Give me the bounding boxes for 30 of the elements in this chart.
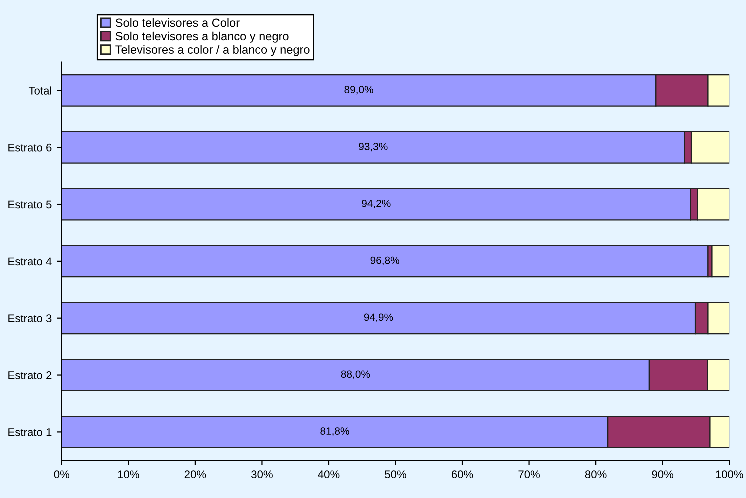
- data-label: 96,8%: [370, 256, 400, 266]
- x-tick-label: 100%: [716, 470, 744, 479]
- x-tick-label: 20%: [184, 470, 206, 479]
- y-tick-label: Estrato 2: [8, 372, 52, 380]
- legend-label: Solo televisores a blanco y negro: [116, 32, 289, 43]
- legend-label: Solo televisores a Color: [116, 18, 240, 28]
- bar: [712, 245, 730, 278]
- data-label: 88,0%: [341, 370, 370, 380]
- data-label: 89,0%: [344, 86, 374, 95]
- y-tick-label: Estrato 1: [8, 428, 52, 436]
- y-tick-label: Estrato 5: [8, 200, 52, 209]
- bar: [62, 245, 709, 278]
- data-label: 81,8%: [320, 428, 350, 436]
- legend-label: Televisores a color / a blanco y negro: [116, 45, 310, 56]
- x-tick-label: 70%: [518, 470, 540, 479]
- y-tick-label: Estrato 3: [8, 314, 52, 322]
- x-tick-label: 50%: [385, 470, 406, 479]
- data-label: 94,2%: [362, 200, 391, 209]
- x-tick-label: 0%: [54, 470, 70, 479]
- y-tick-label: Total: [28, 86, 52, 95]
- x-tick-label: 90%: [652, 470, 674, 479]
- x-tick-label: 60%: [452, 470, 474, 479]
- y-tick-label: Estrato 4: [8, 258, 52, 266]
- data-label: 93,3%: [359, 143, 388, 152]
- x-tick-label: 80%: [585, 470, 607, 479]
- y-tick-label: Estrato 6: [8, 144, 52, 152]
- x-tick-label: 30%: [252, 470, 273, 479]
- data-label: 94,9%: [364, 314, 394, 322]
- x-tick-label: 10%: [118, 470, 140, 479]
- x-tick-label: 40%: [318, 470, 340, 479]
